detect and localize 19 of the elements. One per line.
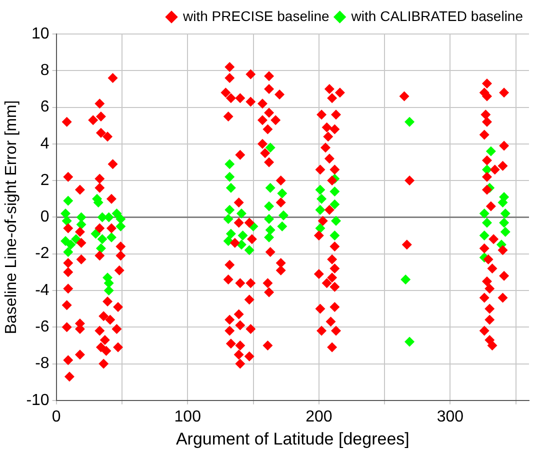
y-tick-label: -6 <box>35 318 50 336</box>
y-tick-label: 8 <box>40 62 50 80</box>
x-tick-label: 100 <box>174 408 202 426</box>
legend-label: with CALIBRATED baseline <box>350 8 524 24</box>
y-tick-label: -8 <box>35 355 50 372</box>
y-tick-label: 6 <box>40 98 50 116</box>
x-tick-label: 0 <box>52 408 61 426</box>
y-tick-label: 0 <box>40 208 50 226</box>
y-tick-label: -10 <box>26 392 50 409</box>
y-axis-title: Baseline Line-of-sight Error [mm] <box>3 100 20 334</box>
x-tick-label: 200 <box>306 408 332 426</box>
y-tick-label: 10 <box>32 25 50 42</box>
y-tick-label: -2 <box>35 245 50 262</box>
x-tick-label: 300 <box>436 408 464 426</box>
x-axis-title: Argument of Latitude [degrees] <box>176 429 410 448</box>
legend-label: with PRECISE baseline <box>182 8 330 24</box>
y-tick-label: 4 <box>40 135 50 152</box>
y-tick-label: -4 <box>35 282 50 299</box>
y-tick-label: 2 <box>40 172 50 189</box>
